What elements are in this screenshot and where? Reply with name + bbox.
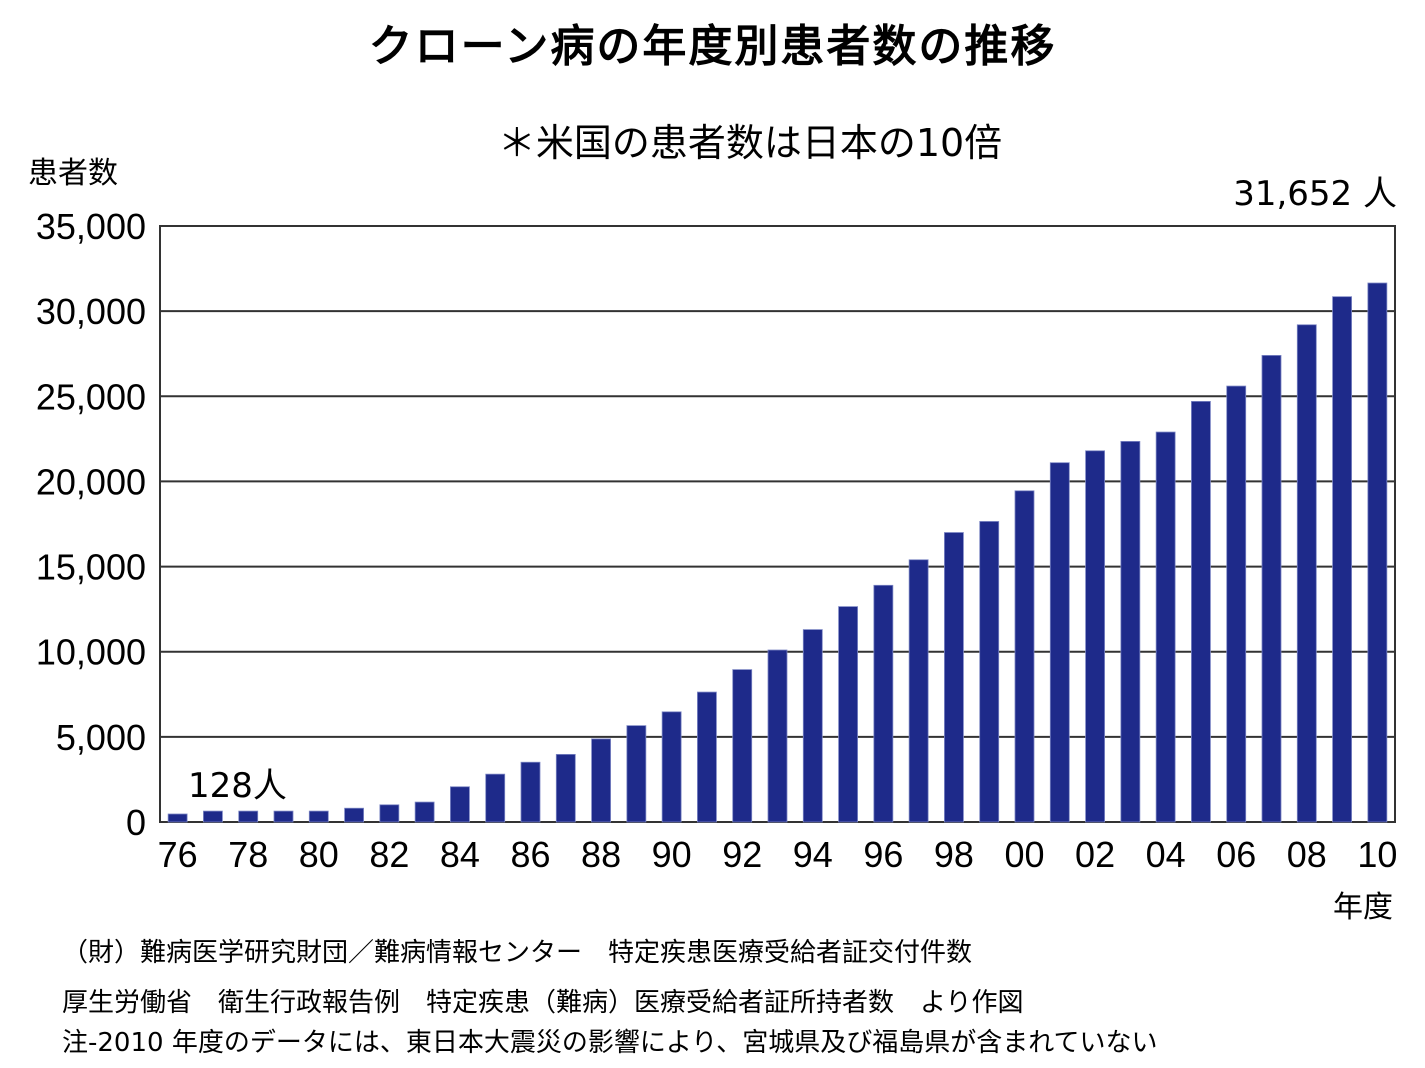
source-note-1: （財）難病医学研究財団／難病情報センター 特定疾患医療受給者証交付件数: [62, 938, 973, 968]
bar-00: [1014, 490, 1035, 823]
bar-87: [555, 753, 576, 823]
bar-06: [1226, 385, 1247, 823]
bar-98: [944, 532, 964, 823]
chart-title: クローン病の年度別患者数の推移: [368, 21, 1057, 72]
bar-04: [1155, 431, 1176, 823]
bar-85: [485, 773, 506, 823]
bar-08: [1296, 324, 1317, 823]
bar-78: [238, 810, 259, 823]
x-tick-label: 92: [722, 834, 762, 875]
y-axis-label: 患者数: [28, 156, 118, 191]
bar-90: [661, 711, 682, 823]
annotation-first-value: 128人: [188, 766, 287, 806]
bar-93: [767, 649, 788, 823]
source-note-3: 注-2010 年度のデータには、東日本大震災の影響により、宮城県及び福島県が含ま…: [62, 1028, 1158, 1058]
bar-80: [308, 810, 329, 823]
x-tick-label: 76: [158, 834, 198, 875]
bar-76: [167, 813, 188, 823]
bar-95: [838, 606, 858, 823]
bar-89: [626, 725, 647, 823]
bar-88: [591, 738, 611, 823]
x-tick-label: 94: [793, 834, 833, 875]
x-tick-label: 88: [581, 834, 621, 875]
chart-subtitle: ＊米国の患者数は日本の10倍: [497, 121, 1003, 165]
bar-84: [450, 786, 470, 823]
x-tick-label: 06: [1216, 834, 1256, 875]
bar-09: [1332, 296, 1352, 823]
x-tick-label: 98: [934, 834, 974, 875]
bar-92: [732, 669, 753, 823]
bar-86: [520, 761, 541, 823]
bar-77: [203, 810, 223, 823]
bar-83: [414, 801, 435, 823]
bar-91: [697, 691, 717, 823]
bar-03: [1120, 441, 1141, 823]
bar-07: [1261, 355, 1282, 823]
x-tick-label: 02: [1075, 834, 1115, 875]
x-tick-label: 90: [652, 834, 692, 875]
bar-99: [979, 521, 1000, 823]
bar-10: [1367, 282, 1388, 823]
bar-81: [344, 807, 364, 823]
bar-94: [802, 629, 823, 823]
x-tick-label: 80: [299, 834, 339, 875]
x-tick-label: 78: [228, 834, 268, 875]
y-tick-label: 30,000: [36, 291, 146, 332]
annotation-last-value: 31,652 人: [1233, 174, 1397, 214]
y-tick-label: 25,000: [36, 376, 146, 417]
bar-05: [1191, 400, 1211, 823]
y-tick-label: 20,000: [36, 461, 146, 502]
x-tick-label: 08: [1287, 834, 1327, 875]
source-note-2: 厚生労働省 衛生行政報告例 特定疾患（難病）医療受給者証所持者数 より作図: [62, 988, 1024, 1018]
y-tick-label: 5,000: [56, 717, 146, 758]
x-tick-label: 10: [1357, 834, 1397, 875]
y-tick-label: 0: [126, 802, 146, 843]
x-axis-label: 年度: [1333, 890, 1393, 925]
y-tick-label: 35,000: [36, 206, 146, 247]
bar-97: [908, 559, 929, 823]
bar-82: [379, 804, 400, 823]
x-tick-label: 00: [1004, 834, 1044, 875]
bar-96: [873, 584, 894, 823]
bar-01: [1049, 462, 1070, 823]
x-tick-label: 84: [440, 834, 480, 875]
x-tick-label: 96: [863, 834, 903, 875]
x-tick-label: 82: [369, 834, 409, 875]
y-tick-label: 10,000: [36, 632, 146, 673]
bar-02: [1085, 450, 1105, 823]
y-tick-label: 15,000: [36, 547, 146, 588]
x-tick-label: 86: [510, 834, 550, 875]
bar-79: [273, 810, 294, 823]
x-tick-label: 04: [1146, 834, 1186, 875]
